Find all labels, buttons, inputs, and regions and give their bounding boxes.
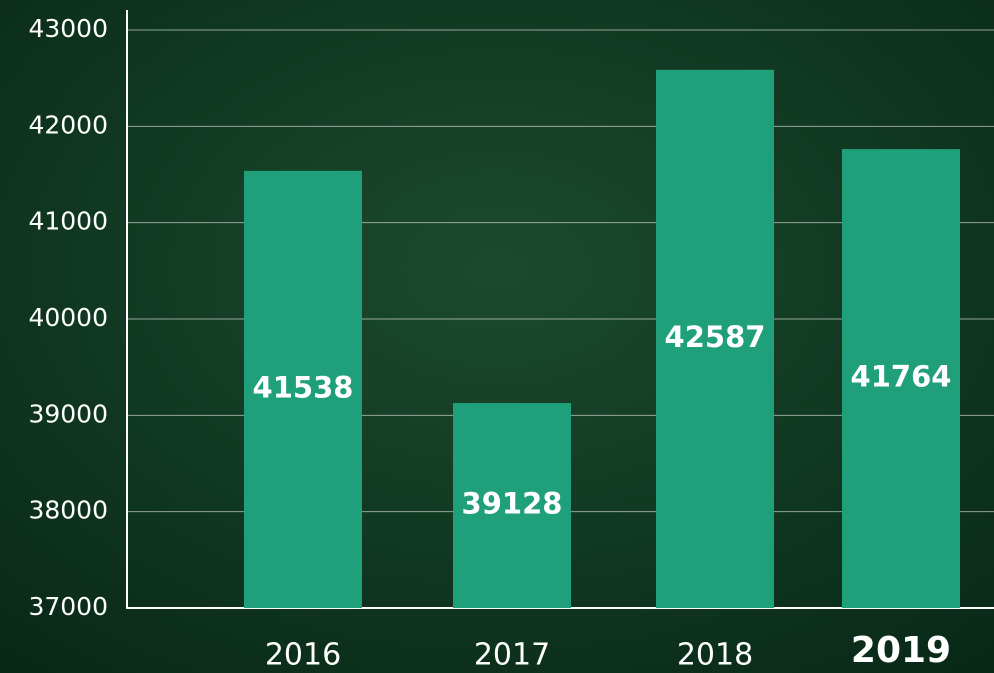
value-label: 39128	[462, 487, 563, 521]
y-tick-label: 41000	[28, 207, 108, 236]
y-tick-label: 43000	[28, 14, 108, 43]
value-label: 41538	[253, 370, 354, 404]
x-tick-label: 2016	[265, 638, 341, 673]
y-tick-label: 38000	[28, 496, 108, 525]
y-tick-label: 42000	[28, 110, 108, 139]
y-tick-label: 40000	[28, 303, 108, 332]
x-tick-label: 2019	[851, 630, 951, 671]
y-tick-label: 37000	[28, 592, 108, 621]
chart: 37000 38000 39000 40000 41000 42000 43000 2016 4…	[0, 0, 994, 673]
y-tick-label: 39000	[28, 399, 108, 428]
x-tick-label: 2017	[474, 638, 550, 673]
x-tick-label: 2018	[677, 638, 753, 673]
value-label: 42587	[665, 320, 766, 354]
value-label: 41764	[851, 360, 952, 394]
page: {"chart_data": {"type": "bar", "categori…	[0, 0, 994, 673]
